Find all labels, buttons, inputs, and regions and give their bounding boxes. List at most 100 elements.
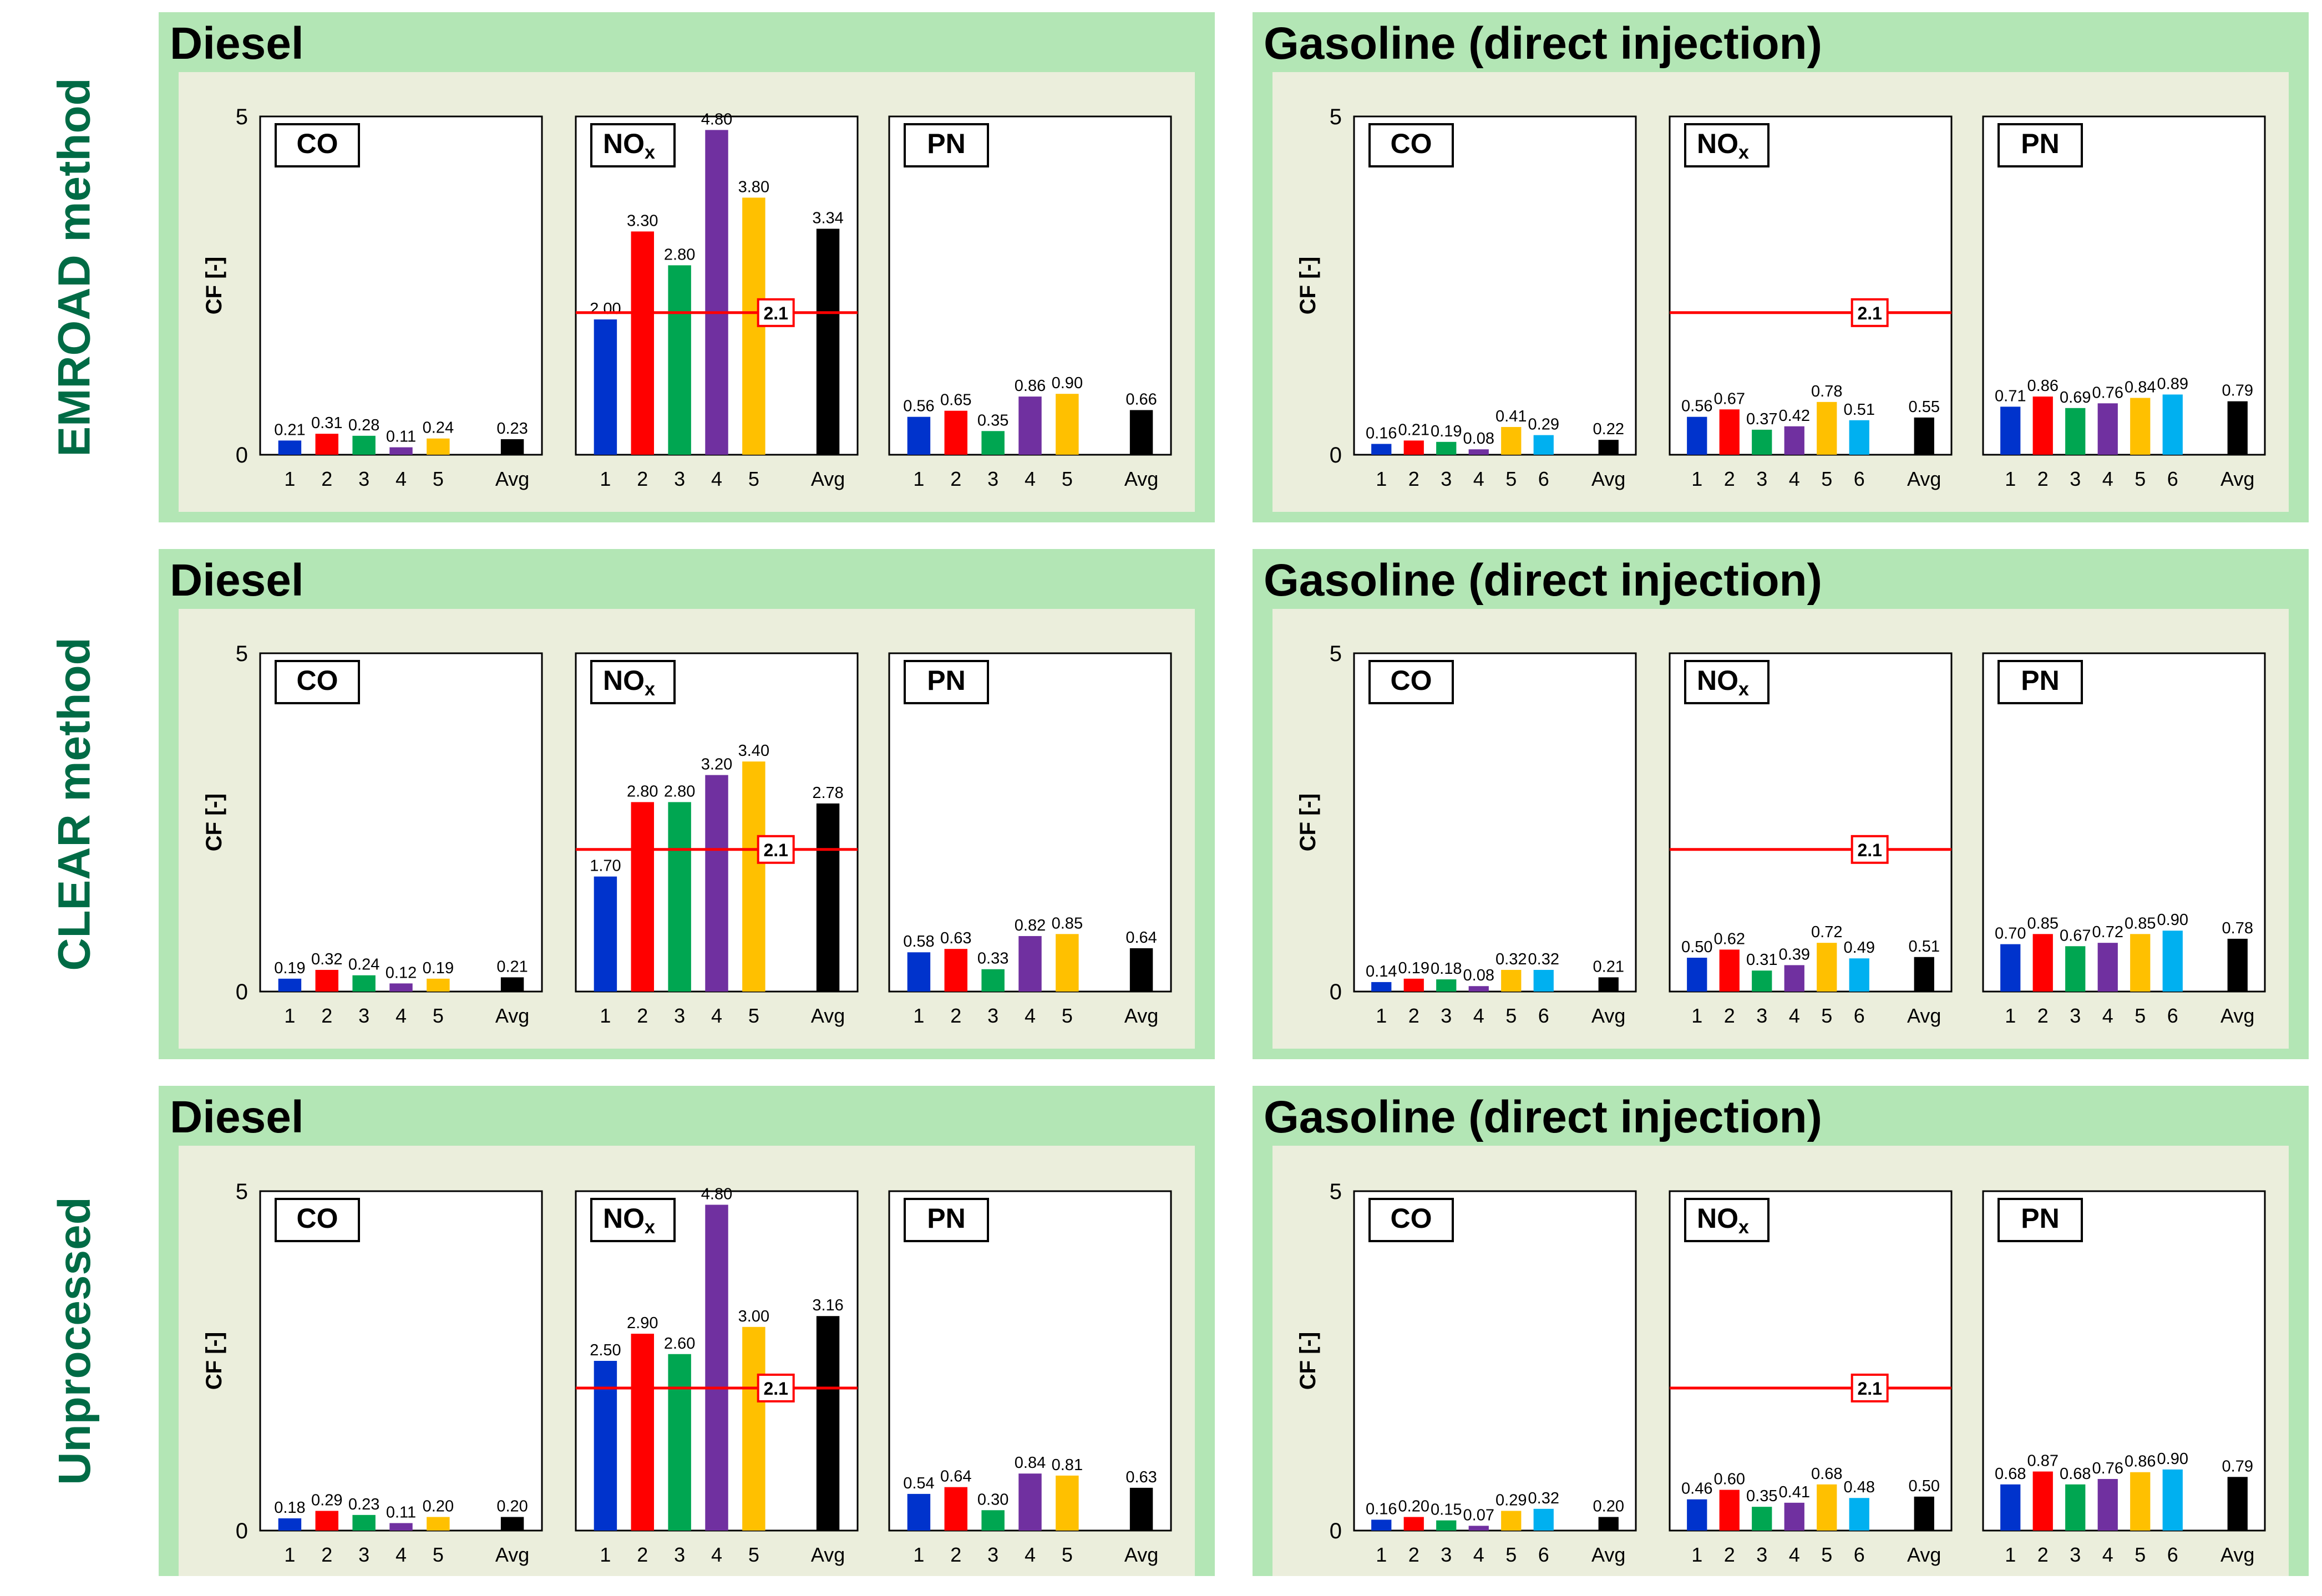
data-label: 0.48 [1844, 1478, 1875, 1496]
bar [2000, 406, 2021, 455]
y-tick-label: 5 [236, 105, 248, 129]
data-label: 0.86 [1015, 377, 1046, 395]
x-tick-label: 1 [284, 1543, 295, 1566]
data-label: 3.00 [738, 1308, 769, 1325]
x-tick-label: 3 [1756, 1543, 1767, 1566]
limit-label: 2.1 [763, 840, 788, 860]
bar [2065, 408, 2086, 455]
data-label: 1.70 [590, 857, 621, 875]
data-label: 0.85 [2125, 914, 2156, 932]
bar [1687, 416, 1707, 455]
bar [907, 416, 931, 455]
pollutant-label-box [590, 660, 676, 704]
x-tick-label: Avg [1907, 1543, 1941, 1566]
bar [1598, 1517, 1619, 1531]
x-tick-label: Avg [1591, 1543, 1625, 1566]
y-tick-label: 0 [1330, 1519, 1342, 1543]
data-label: 0.20 [423, 1498, 454, 1516]
x-tick-label: 4 [2102, 467, 2113, 490]
limit-label-box [757, 1373, 795, 1402]
x-tick-label: 2 [1408, 1004, 1419, 1027]
x-tick-label: 1 [2005, 1004, 2016, 1027]
bar [1501, 426, 1522, 455]
pollutant-subscript: x [645, 142, 655, 163]
bar [1436, 441, 1457, 455]
data-label: 0.19 [1398, 959, 1429, 977]
x-tick-label: 4 [1473, 467, 1484, 490]
bar [1719, 949, 1740, 992]
x-tick-label: 5 [1062, 1004, 1073, 1027]
bar [1817, 943, 1837, 992]
x-tick-label: 2 [2037, 1004, 2049, 1027]
x-tick-label: 1 [284, 1004, 295, 1027]
plot-area [1669, 652, 1953, 993]
x-tick-label: Avg [2220, 1004, 2254, 1027]
data-label: 0.66 [1125, 390, 1157, 408]
bar [1403, 1517, 1424, 1531]
pollutant-label: PN [2021, 1203, 2059, 1234]
data-label: 0.16 [1366, 1500, 1397, 1518]
x-tick-label: 3 [674, 1004, 685, 1027]
x-tick-label: 3 [358, 1543, 369, 1566]
data-label: 0.56 [903, 398, 934, 415]
x-tick-label: 4 [1789, 467, 1800, 490]
x-tick-label: 5 [1062, 467, 1073, 490]
bar [705, 130, 728, 455]
x-tick-label: 3 [987, 1543, 998, 1566]
x-tick-label: Avg [1907, 1004, 1941, 1027]
data-label: 4.80 [701, 1185, 732, 1203]
bar [705, 1204, 728, 1531]
data-label: 2.80 [664, 782, 695, 800]
y-axis-title: CF [-] [1296, 1332, 1320, 1390]
limit-label-box [1850, 835, 1889, 864]
x-tick-label: 3 [987, 467, 998, 490]
pollutant-label: CO [1391, 665, 1432, 696]
data-label: 0.35 [1746, 1487, 1777, 1505]
data-label: 0.18 [1431, 960, 1462, 978]
bar [1501, 1511, 1522, 1531]
x-tick-label: 5 [433, 467, 444, 490]
y-axis-title: CF [-] [1296, 794, 1320, 851]
pollutant-label-box [1368, 660, 1454, 704]
bar [1056, 394, 1079, 455]
x-tick-label: Avg [1591, 467, 1625, 490]
bar [1784, 1502, 1804, 1531]
pollutant-label: CO [1391, 1203, 1432, 1234]
x-tick-label: 6 [1854, 1543, 1865, 1566]
data-label: 0.41 [1779, 1483, 1810, 1501]
data-label: 0.30 [977, 1491, 1008, 1508]
data-label: 0.21 [1593, 958, 1624, 975]
data-label: 0.42 [1779, 407, 1810, 425]
data-label: 0.63 [1125, 1468, 1157, 1486]
x-tick-label: 1 [600, 1543, 611, 1566]
x-tick-label: 5 [2135, 1543, 2146, 1566]
data-label: 0.22 [1593, 420, 1624, 438]
pollutant-label: PN [927, 128, 965, 159]
bar [907, 1493, 931, 1531]
data-label: 0.20 [496, 1498, 528, 1516]
bar [816, 1316, 840, 1531]
bar [352, 1514, 376, 1531]
bar [500, 977, 524, 992]
x-tick-label: 6 [2167, 467, 2178, 490]
x-tick-label: 3 [1441, 1543, 1452, 1566]
bar [2227, 938, 2248, 992]
data-label: 0.32 [1495, 951, 1527, 968]
bar [944, 410, 968, 455]
data-label: 0.67 [1714, 390, 1745, 408]
bar [2032, 934, 2053, 992]
bar [705, 775, 728, 992]
plot-area [259, 115, 543, 456]
data-label: 0.90 [1052, 374, 1083, 392]
x-tick-label: 6 [2167, 1543, 2178, 1566]
x-tick-label: 5 [1821, 1004, 1832, 1027]
bar [668, 265, 691, 455]
bar [1436, 979, 1457, 992]
x-tick-label: 5 [2135, 467, 2146, 490]
limit-label: 2.1 [1857, 840, 1882, 860]
bar [2130, 398, 2151, 455]
limit-label: 2.1 [763, 1379, 788, 1399]
data-label: 0.63 [940, 929, 971, 947]
bar [1849, 958, 1869, 992]
y-axis-title: CF [-] [202, 1332, 226, 1390]
